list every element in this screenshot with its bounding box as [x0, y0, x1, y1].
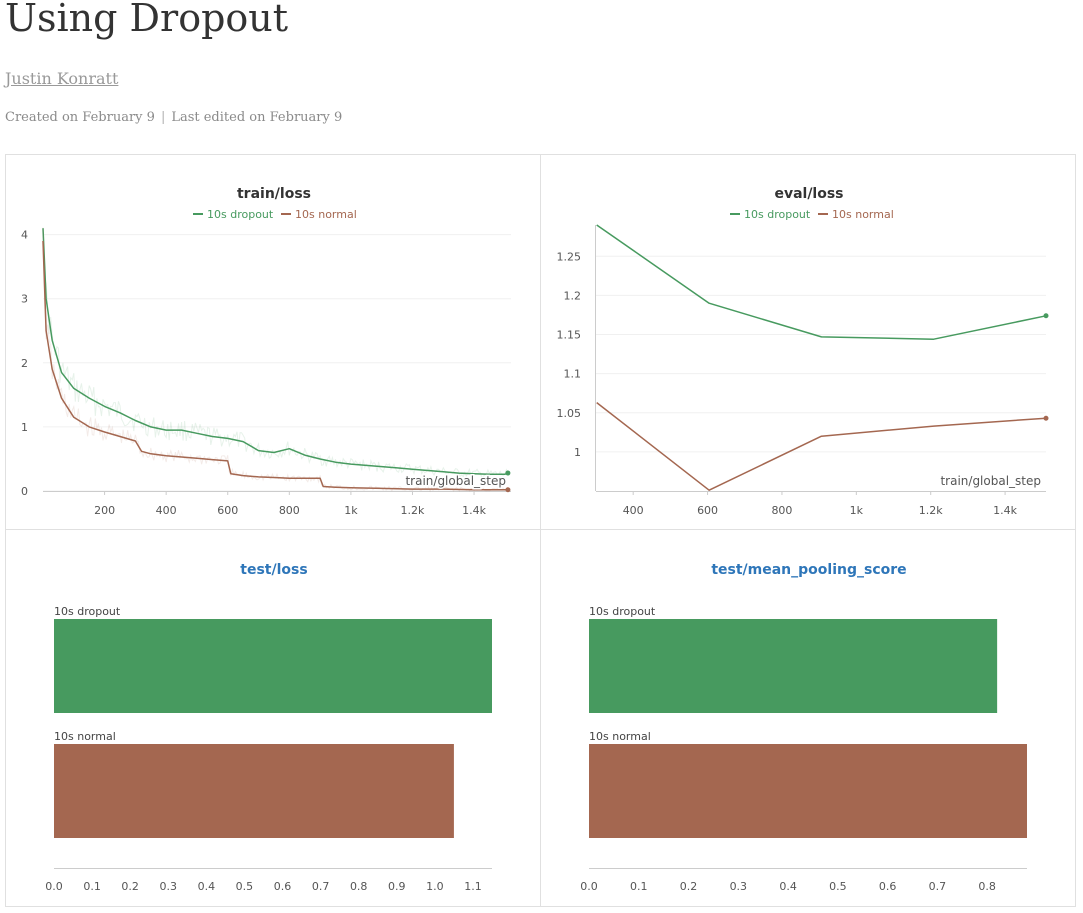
eval-loss-panel[interactable]: eval/loss 10s dropout 10s normal 1 1.05 1.1 1.… — [540, 154, 1076, 530]
x-axis-title: train/global_step — [940, 474, 1041, 488]
x-tick-label: 0.0 — [580, 880, 598, 893]
report-title: Using Dropout — [5, 0, 289, 40]
bar-label: 10s dropout — [54, 605, 121, 618]
bar-label: 10s normal — [54, 730, 116, 743]
meta-separator: | — [160, 110, 166, 125]
y-tick-label: 0 — [21, 485, 28, 498]
x-tick-label: 600 — [217, 504, 238, 517]
x-tick-label: 1k — [850, 504, 864, 517]
series-line — [42, 228, 509, 476]
x-tick-label: 800 — [771, 504, 792, 517]
created-date: Created on February 9 — [5, 110, 155, 125]
series-endpoint — [505, 470, 511, 476]
y-tick-label: 1 — [21, 421, 28, 434]
bar — [589, 744, 1027, 838]
x-tick-label: 0.2 — [680, 880, 698, 893]
x-tick-label: 1.0 — [426, 880, 444, 893]
x-tick-label: 400 — [623, 504, 644, 517]
x-axis-title: train/global_step — [405, 474, 506, 488]
chart-title: train/loss — [237, 186, 311, 202]
bar — [589, 619, 998, 713]
bar-label: 10s dropout — [589, 605, 656, 618]
x-tick-label: 200 — [94, 504, 115, 517]
series-raw-line — [42, 227, 509, 493]
train-loss-chart[interactable]: train/loss 10s dropout 10s normal 0 1 2 3 4 200 4… — [6, 155, 540, 529]
author-link[interactable]: Justin Konratt — [5, 69, 119, 88]
x-tick-label: 0.9 — [388, 880, 406, 893]
x-tick-label: 1.4k — [462, 504, 486, 517]
x-tick-label: 800 — [279, 504, 300, 517]
x-tick-label: 1.4k — [993, 504, 1017, 517]
x-tick-label: 0.3 — [730, 880, 748, 893]
x-tick-label: 0.4 — [779, 880, 797, 893]
series-endpoint — [1043, 313, 1049, 319]
y-tick-label: 1.25 — [557, 250, 582, 263]
test-loss-chart[interactable]: test/loss 10s dropout 10s normal 0.0 0.1 0.2 0… — [6, 530, 540, 906]
bar — [54, 744, 454, 838]
y-tick-label: 1.05 — [557, 407, 582, 420]
edited-date: Last edited on February 9 — [171, 110, 343, 125]
x-tick-label: 1.2k — [401, 504, 425, 517]
report-meta: Created on February 9 | Last edited on Feb… — [5, 110, 342, 125]
test-mean-pooling-panel[interactable]: test/mean_pooling_score 10s dropout 10s no… — [540, 529, 1076, 907]
y-tick-label: 1.1 — [564, 368, 582, 381]
x-tick-label: 0.5 — [236, 880, 254, 893]
series-raw-line — [42, 242, 509, 479]
y-tick-label: 1.2 — [564, 289, 582, 302]
series-endpoint — [505, 487, 511, 493]
series-line — [42, 240, 508, 491]
x-tick-label: 1k — [344, 504, 358, 517]
x-tick-label: 0.6 — [274, 880, 292, 893]
x-tick-label: 1.1 — [464, 880, 482, 893]
x-tick-label: 400 — [156, 504, 177, 517]
series-line — [596, 402, 1047, 491]
y-tick-label: 1.15 — [557, 329, 582, 342]
chart-title: test/loss — [240, 562, 307, 578]
x-tick-label: 1.2k — [919, 504, 943, 517]
series-line — [596, 224, 1047, 340]
y-tick-label: 1 — [574, 446, 581, 459]
x-tick-label: 0.5 — [829, 880, 847, 893]
y-tick-label: 4 — [21, 229, 28, 242]
x-tick-label: 0.7 — [929, 880, 947, 893]
legend-entry: 10s normal — [832, 208, 894, 221]
bar-label: 10s normal — [589, 730, 651, 743]
legend-entry: 10s dropout — [744, 208, 811, 221]
y-tick-label: 2 — [21, 357, 28, 370]
x-tick-label: 0.4 — [198, 880, 216, 893]
eval-loss-chart[interactable]: eval/loss 10s dropout 10s normal 1 1.05 1.1 1.… — [541, 155, 1075, 529]
chart-title: eval/loss — [774, 186, 843, 202]
series-endpoint — [1043, 415, 1049, 421]
x-tick-label: 0.8 — [978, 880, 996, 893]
x-tick-label: 0.0 — [45, 880, 63, 893]
test-mean-pooling-chart[interactable]: test/mean_pooling_score 10s dropout 10s no… — [541, 530, 1075, 906]
train-loss-panel[interactable]: train/loss 10s dropout 10s normal 0 1 2 3 4 200 4… — [5, 154, 541, 530]
x-tick-label: 0.2 — [121, 880, 139, 893]
x-tick-label: 0.6 — [879, 880, 897, 893]
test-loss-panel[interactable]: test/loss 10s dropout 10s normal 0.0 0.1 0.2 0… — [5, 529, 541, 907]
x-tick-label: 0.7 — [312, 880, 330, 893]
x-tick-label: 0.3 — [160, 880, 178, 893]
x-tick-label: 0.1 — [630, 880, 648, 893]
chart-title: test/mean_pooling_score — [711, 562, 906, 578]
x-tick-label: 600 — [697, 504, 718, 517]
x-tick-label: 0.8 — [350, 880, 368, 893]
bar — [54, 619, 492, 713]
legend-entry: 10s dropout — [207, 208, 274, 221]
x-tick-label: 0.1 — [83, 880, 101, 893]
y-tick-label: 3 — [21, 293, 28, 306]
legend-entry: 10s normal — [295, 208, 357, 221]
